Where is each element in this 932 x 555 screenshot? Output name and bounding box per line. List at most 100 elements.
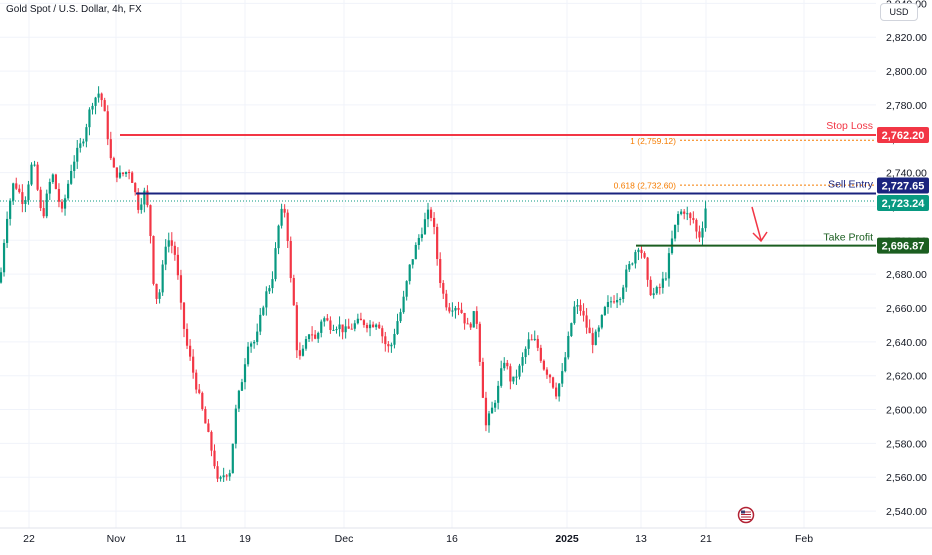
candle-body xyxy=(652,293,655,296)
x-axis[interactable]: 22 Nov 11 19 Dec 16 2025 13 21 Feb xyxy=(0,527,932,545)
candle-body xyxy=(530,339,533,341)
candle-body xyxy=(280,208,283,226)
candle-body xyxy=(503,362,506,369)
candle-body xyxy=(124,172,128,175)
candle-body xyxy=(677,214,680,225)
candle-body xyxy=(533,338,536,340)
candle-body xyxy=(457,307,460,310)
candle-body xyxy=(655,287,658,294)
candle-body xyxy=(451,310,454,312)
candle-body xyxy=(128,172,131,174)
candle-body xyxy=(616,300,619,303)
candle-body xyxy=(73,161,76,171)
x-tick-label: 22 xyxy=(23,533,35,545)
candle-body xyxy=(378,324,381,329)
candle-body xyxy=(356,318,359,324)
candle-body xyxy=(82,141,85,144)
candle-body xyxy=(304,339,308,349)
candle-body xyxy=(42,208,45,217)
candle-body xyxy=(283,208,286,213)
take-profit-tag: 2,696.87 xyxy=(882,241,925,253)
candle-body xyxy=(570,323,573,336)
candle-body xyxy=(561,371,564,384)
candle-body xyxy=(76,147,79,162)
currency-button[interactable]: USD xyxy=(880,3,918,21)
candle-body xyxy=(564,357,567,372)
candle-body xyxy=(155,283,158,299)
candle-body xyxy=(365,324,369,329)
candle-body xyxy=(201,392,204,410)
candle-body xyxy=(420,234,423,238)
candle-body xyxy=(625,269,628,288)
last-price-tag: 2,723.24 xyxy=(882,198,926,210)
candle-body xyxy=(460,309,463,313)
candle-body xyxy=(228,473,231,477)
candle-body xyxy=(640,249,643,254)
x-tick-label: 16 xyxy=(446,533,458,545)
candle-body xyxy=(664,278,667,280)
candle-body xyxy=(253,341,256,344)
candle-body xyxy=(567,335,570,358)
candle-body xyxy=(164,246,167,265)
stop-loss-tag: 2,762.20 xyxy=(882,130,925,142)
candle-body xyxy=(612,301,616,303)
candle-body xyxy=(121,172,125,175)
candle-body xyxy=(551,377,555,388)
candle-body xyxy=(701,228,704,238)
candle-body xyxy=(622,287,625,300)
candle-body xyxy=(12,183,15,201)
candle-body xyxy=(24,200,27,205)
candle-body xyxy=(112,158,115,168)
candle-body xyxy=(256,331,259,342)
sell-entry-tag-bg xyxy=(877,177,929,194)
candle-body xyxy=(39,189,42,209)
candle-body xyxy=(509,366,512,382)
sell-entry-label: Sell Entry xyxy=(828,179,874,191)
candle-body xyxy=(463,312,466,324)
candle-body xyxy=(88,109,91,128)
sell-entry-tag: 2,727.65 xyxy=(882,181,925,193)
candle-body xyxy=(481,361,484,398)
candle-body xyxy=(240,382,244,391)
candle-body xyxy=(146,190,149,206)
candle-body xyxy=(307,334,311,340)
x-tick-label: 19 xyxy=(239,533,251,545)
candle-body xyxy=(70,170,73,184)
down-arrow-icon xyxy=(751,206,762,241)
candle-body xyxy=(198,389,201,393)
levels: Stop Loss 1 (2,759.12) 0.618 (2,732.60) Sel… xyxy=(0,120,876,247)
candle-body xyxy=(384,336,387,345)
stop-loss-tag-bg xyxy=(877,127,929,144)
candle-body xyxy=(60,201,64,209)
y-tick-label: 2,660.00 xyxy=(886,303,927,315)
candle-body xyxy=(216,466,219,479)
candle-body xyxy=(314,334,317,339)
x-tick-label: 11 xyxy=(176,533,187,545)
candle-body xyxy=(536,338,539,348)
candle-body xyxy=(301,348,305,356)
event-markers[interactable] xyxy=(737,506,755,524)
candle-body xyxy=(265,291,268,308)
candle-body xyxy=(289,240,292,279)
candle-body xyxy=(268,288,271,292)
candle-body xyxy=(585,315,588,328)
candle-body xyxy=(0,272,3,283)
flag-icon-canton xyxy=(741,510,745,514)
candle-body xyxy=(478,323,481,362)
y-axis[interactable]: 2,540.00 2,560.00 2,580.00 2,600.00 2,620.00… xyxy=(876,0,932,550)
candle-body xyxy=(631,263,634,265)
candle-body xyxy=(295,305,298,351)
candle-body xyxy=(36,164,39,190)
y-tick-label: 2,680.00 xyxy=(886,269,927,281)
candle-body xyxy=(85,127,88,142)
candle-body xyxy=(152,236,155,284)
candle-body xyxy=(9,200,12,219)
candle-body xyxy=(323,318,326,322)
candle-body xyxy=(619,299,622,301)
candle-body xyxy=(558,383,561,397)
candle-body xyxy=(347,326,350,329)
candle-body xyxy=(436,226,439,260)
us-flag-event-icon[interactable] xyxy=(737,506,755,524)
